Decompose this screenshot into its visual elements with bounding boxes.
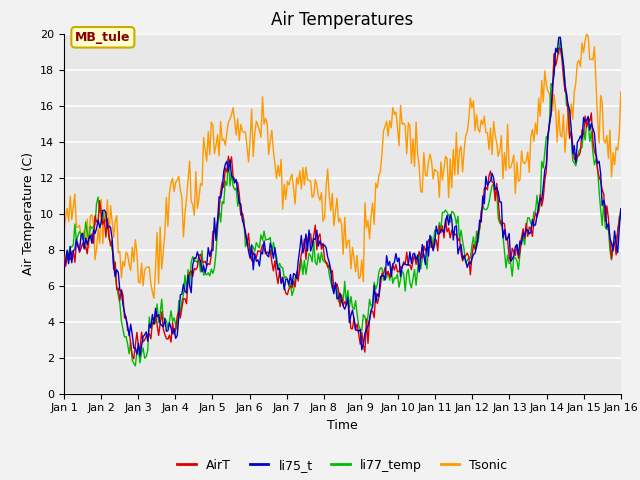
X-axis label: Time: Time xyxy=(327,419,358,432)
Text: MB_tule: MB_tule xyxy=(75,31,131,44)
Title: Air Temperatures: Air Temperatures xyxy=(271,11,413,29)
Legend: AirT, li75_t, li77_temp, Tsonic: AirT, li75_t, li77_temp, Tsonic xyxy=(172,454,513,477)
Y-axis label: Air Temperature (C): Air Temperature (C) xyxy=(22,152,35,275)
